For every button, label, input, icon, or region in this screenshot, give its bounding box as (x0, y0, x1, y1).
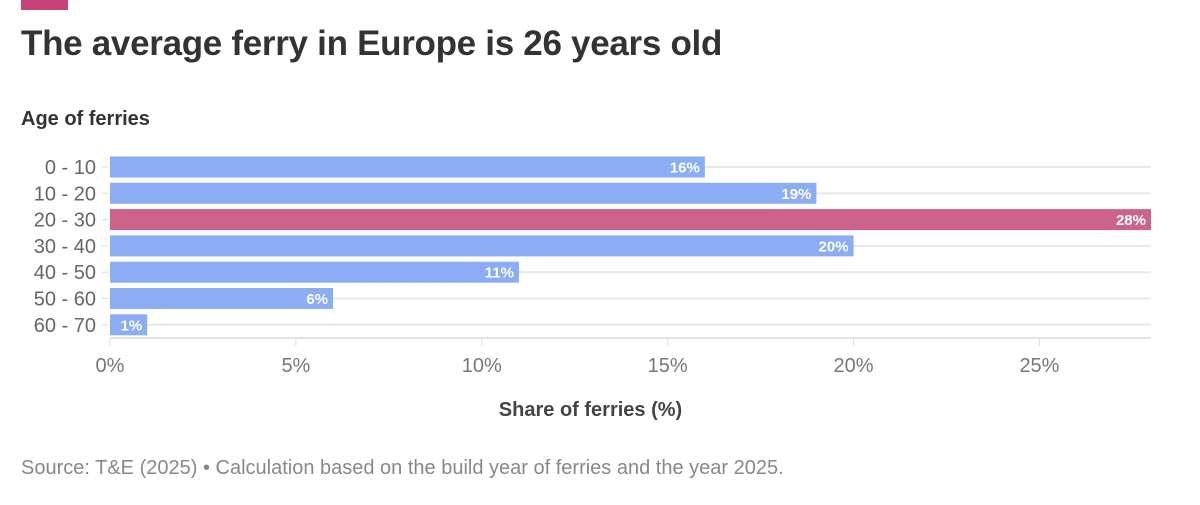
y-tick-label: 20 - 30 (34, 210, 96, 232)
bar-60-70 (110, 314, 148, 336)
data-label: 1% (120, 317, 142, 334)
bar-50-60 (110, 288, 334, 309)
x-axis-title: Share of ferries (%) (499, 399, 682, 421)
data-label: 11% (485, 265, 514, 282)
bar-30-40 (110, 235, 854, 257)
x-tick-label: 15% (648, 355, 688, 377)
data-label: 16% (670, 160, 700, 177)
y-tick-label: 40 - 50 (34, 262, 96, 284)
data-label: 20% (819, 238, 849, 255)
data-label: 19% (781, 186, 811, 203)
x-tick-label: 25% (1019, 355, 1059, 377)
bar-10-20 (110, 182, 817, 204)
source-note: Source: T&E (2025) • Calculation based o… (21, 457, 784, 479)
y-tick-label: 0 - 10 (45, 157, 96, 179)
x-tick-label: 20% (834, 355, 874, 377)
bar-20-30 (110, 209, 1151, 231)
x-tick-label: 0% (96, 355, 125, 377)
data-label: 28% (1116, 212, 1146, 229)
bar-0-10 (110, 156, 705, 178)
chart-title: The average ferry in Europe is 26 years … (21, 24, 723, 63)
bar-40-50 (110, 261, 519, 283)
chart-subtitle: Age of ferries (21, 108, 150, 130)
x-tick-label: 5% (281, 355, 310, 377)
x-tick-label: 10% (462, 355, 502, 377)
y-tick-label: 60 - 70 (34, 315, 96, 337)
y-tick-label: 50 - 60 (34, 289, 96, 311)
y-tick-label: 10 - 20 (34, 183, 96, 205)
y-tick-label: 30 - 40 (34, 236, 96, 258)
accent-bar (21, 0, 68, 10)
data-label: 6% (306, 291, 328, 308)
